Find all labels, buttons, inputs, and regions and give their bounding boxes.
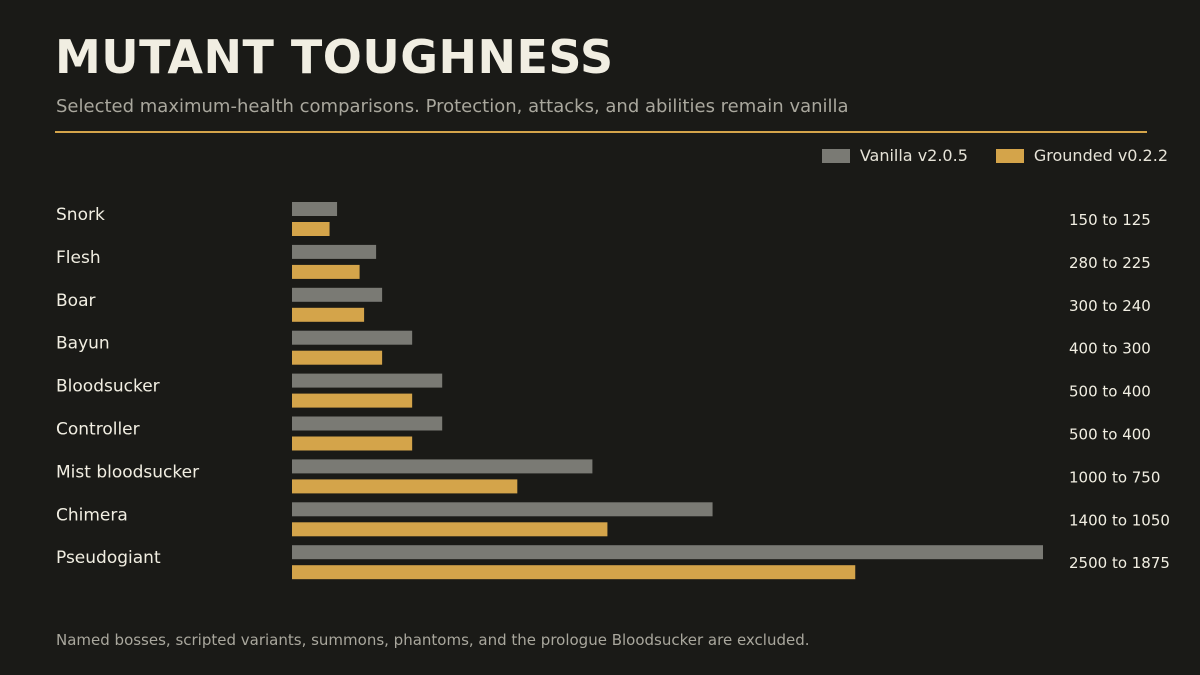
bar-bloodsucker-vanilla (292, 373, 443, 388)
value-label-snork: 150 to 125 (1069, 211, 1151, 229)
legend-swatch-vanilla (821, 148, 850, 163)
bar-controller-vanilla (292, 416, 443, 431)
category-label-mist-bloodsucker: Mist bloodsucker (56, 462, 199, 482)
bar-snork-vanilla (292, 202, 338, 216)
bar-mist-bloodsucker-vanilla (292, 459, 593, 474)
value-label-controller: 500 to 400 (1069, 426, 1151, 444)
value-label-bayun: 400 to 300 (1069, 340, 1151, 358)
title-divider (55, 131, 1147, 133)
bar-controller-grounded (292, 436, 413, 451)
bar-boar-grounded (292, 307, 365, 322)
bar-pseudogiant-grounded (292, 565, 856, 580)
value-label-chimera: 1400 to 1050 (1069, 511, 1170, 529)
legend-label-vanilla: Vanilla v2.0.5 (859, 146, 968, 165)
bar-pseudogiant-vanilla (292, 545, 1043, 560)
bar-chimera-grounded (292, 522, 608, 537)
footnote: Named bosses, scripted variants, summons… (56, 631, 810, 649)
page-title: MUTANT TOUGHNESS (55, 30, 614, 84)
value-label-mist-bloodsucker: 1000 to 750 (1069, 468, 1160, 486)
bar-bloodsucker-grounded (292, 393, 413, 408)
bar-boar-vanilla (292, 287, 383, 302)
chart-legend: Vanilla v2.0.5 Grounded v0.2.2 (821, 146, 1168, 165)
bar-snork-grounded (292, 222, 330, 236)
category-label-boar: Boar (56, 291, 95, 311)
value-label-pseudogiant: 2500 to 1875 (1069, 554, 1170, 572)
legend-swatch-grounded (995, 148, 1024, 163)
category-label-bloodsucker: Bloodsucker (56, 377, 160, 397)
bar-flesh-grounded (292, 264, 360, 279)
category-label-bayun: Bayun (56, 334, 110, 354)
legend-item-vanilla: Vanilla v2.0.5 (821, 146, 968, 165)
category-label-flesh: Flesh (56, 248, 101, 268)
value-label-boar: 300 to 240 (1069, 297, 1151, 315)
category-label-pseudogiant: Pseudogiant (56, 548, 161, 568)
legend-label-grounded: Grounded v0.2.2 (1033, 146, 1168, 165)
bar-chimera-vanilla (292, 502, 713, 517)
legend-item-grounded: Grounded v0.2.2 (995, 146, 1168, 165)
bar-bayun-grounded (292, 350, 383, 365)
category-label-chimera: Chimera (56, 505, 128, 525)
value-label-bloodsucker: 500 to 400 (1069, 383, 1151, 401)
page-subtitle: Selected maximum-health comparisons. Pro… (56, 96, 849, 117)
bar-flesh-vanilla (292, 244, 377, 259)
bar-bayun-vanilla (292, 330, 413, 345)
category-label-snork: Snork (56, 205, 105, 225)
bar-mist-bloodsucker-grounded (292, 479, 518, 494)
category-label-controller: Controller (56, 420, 140, 440)
value-label-flesh: 280 to 225 (1069, 254, 1151, 272)
